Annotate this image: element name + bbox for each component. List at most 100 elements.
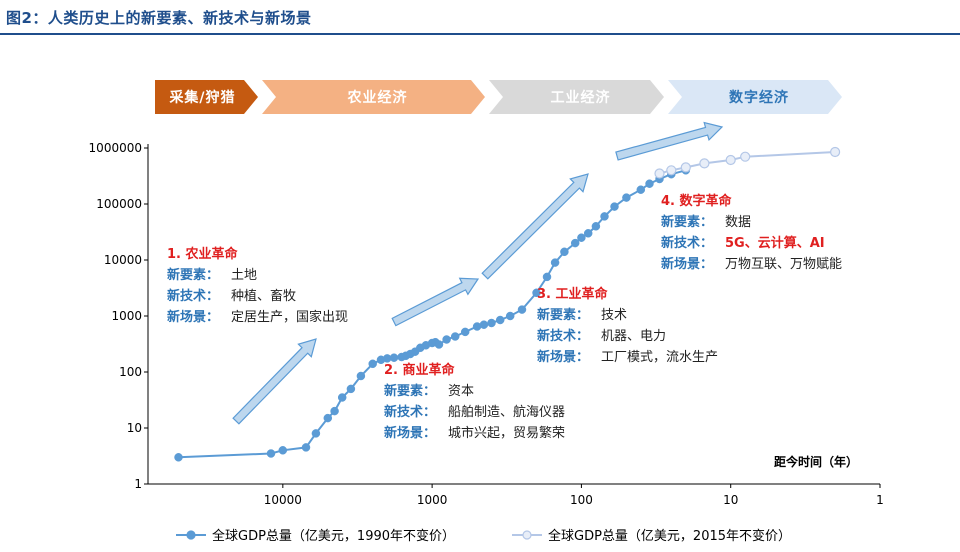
annotation-value: 机器、电力 (601, 329, 666, 344)
data-point (517, 305, 527, 314)
data-point (460, 327, 470, 337)
annotation-value: 数据 (725, 215, 751, 230)
growth-arrow (232, 338, 317, 425)
y-tick-label: 1000000 (89, 141, 142, 155)
annotation-value: 定居生产，国家出现 (231, 309, 348, 325)
data-point (434, 340, 444, 349)
data-point (636, 185, 646, 194)
data-point (368, 359, 377, 369)
data-point (311, 429, 321, 438)
x-tick-label: 1000 (417, 493, 448, 507)
data-point (337, 393, 347, 402)
annotation-key: 新技术： (537, 328, 589, 344)
annotation-key: 新要素： (537, 307, 589, 323)
data-point (610, 202, 619, 211)
data-point (699, 158, 710, 169)
legend-label: 全球GDP总量（亿美元，2015年不变价） (548, 528, 791, 544)
data-point (450, 332, 460, 341)
annotation-key: 新场景： (167, 309, 219, 325)
data-point (356, 371, 366, 381)
annotation-title: 3. 工业革命 (537, 286, 609, 302)
stage-chevron (262, 80, 485, 114)
data-point (479, 320, 489, 329)
data-point (666, 165, 677, 176)
annotation-value: 船舶制造、航海仪器 (448, 404, 565, 420)
annotation-title: 2. 商业革命 (384, 362, 456, 378)
stage-label: 工业经济 (551, 89, 611, 106)
stage-label: 农业经济 (347, 89, 408, 106)
stage-chevron (668, 80, 842, 114)
y-tick-label: 1 (134, 477, 142, 491)
data-point (645, 179, 654, 188)
chart-axes: 1 10 100 1000 10000 100000 1000000 10000 1000 100… (89, 141, 884, 507)
data-point (487, 318, 496, 328)
data-point (301, 443, 311, 452)
data-point (622, 193, 631, 202)
data-point (570, 238, 580, 248)
chart-legend: 全球GDP总量（亿美元，1990年不变价） 全球GDP总量（亿美元，2015年不变… (176, 528, 791, 544)
stage-chevron (489, 80, 664, 114)
x-tick-label: 10 (723, 493, 738, 507)
annotation-value: 5G、云计算、AI (725, 235, 825, 251)
annotation-key: 新要素： (661, 214, 713, 230)
y-tick-label: 100 (119, 365, 142, 379)
data-point (560, 247, 569, 257)
data-point (591, 222, 601, 231)
growth-arrow (615, 121, 724, 161)
data-point (577, 233, 586, 242)
annotation-key: 新场景： (661, 256, 713, 272)
x-tick-label: 1 (876, 493, 884, 507)
legend-marker (522, 530, 532, 540)
stage-bar: 采集/狩猎 农业经济 工业经济 数字经济 (155, 80, 842, 114)
annotation-key: 新场景： (384, 425, 436, 441)
legend-label: 全球GDP总量（亿美元，1990年不变价） (212, 528, 455, 544)
annotation-key: 新要素： (167, 267, 219, 283)
growth-arrows (232, 121, 724, 425)
y-tick-label: 10 (127, 421, 142, 435)
data-point (740, 151, 751, 162)
data-point (389, 353, 399, 362)
annotation-value: 万物互联、万物赋能 (725, 257, 842, 272)
data-point (174, 453, 183, 462)
y-tick-label: 100000 (96, 197, 142, 211)
annotation-value: 城市兴起，贸易繁荣 (448, 425, 565, 441)
stage-label: 数字经济 (729, 89, 789, 106)
data-point (829, 146, 841, 158)
annotation-value: 工厂模式，流水生产 (601, 350, 718, 365)
data-point (542, 272, 552, 282)
data-point (495, 315, 505, 325)
annotation-key: 新场景： (537, 349, 589, 365)
data-point (323, 413, 333, 423)
growth-arrow (481, 173, 589, 280)
data-point (278, 446, 288, 455)
data-point (600, 212, 609, 221)
annotation-key: 新要素： (384, 383, 436, 399)
data-point (725, 154, 736, 166)
data-point (505, 311, 515, 321)
data-point (330, 406, 339, 416)
chart-series (174, 146, 841, 462)
x-tick-label: 10000 (264, 493, 302, 507)
x-tick-label: 100 (570, 493, 593, 507)
annotation-key: 新技术： (384, 404, 436, 420)
data-point (346, 384, 356, 394)
annotation-key: 新技术： (661, 235, 713, 251)
annotation-value: 资本 (448, 384, 474, 399)
annotation-value: 技术 (601, 308, 627, 323)
legend-marker (186, 530, 196, 540)
data-point (583, 229, 593, 238)
annotation-value: 种植、畜牧 (231, 288, 296, 304)
data-point (654, 168, 665, 179)
growth-arrow (391, 277, 480, 327)
stage-label: 采集/狩猎 (168, 89, 235, 106)
annotation-title: 1. 农业革命 (167, 246, 239, 262)
data-point (266, 449, 276, 458)
y-tick-label: 1000 (111, 309, 142, 323)
figure-title: 图2：人类历史上的新要素、新技术与新场景 (6, 9, 312, 27)
data-point (550, 258, 560, 267)
annotation-value: 土地 (231, 268, 257, 283)
data-point (442, 335, 451, 344)
annotation-title: 4. 数字革命 (661, 193, 733, 209)
